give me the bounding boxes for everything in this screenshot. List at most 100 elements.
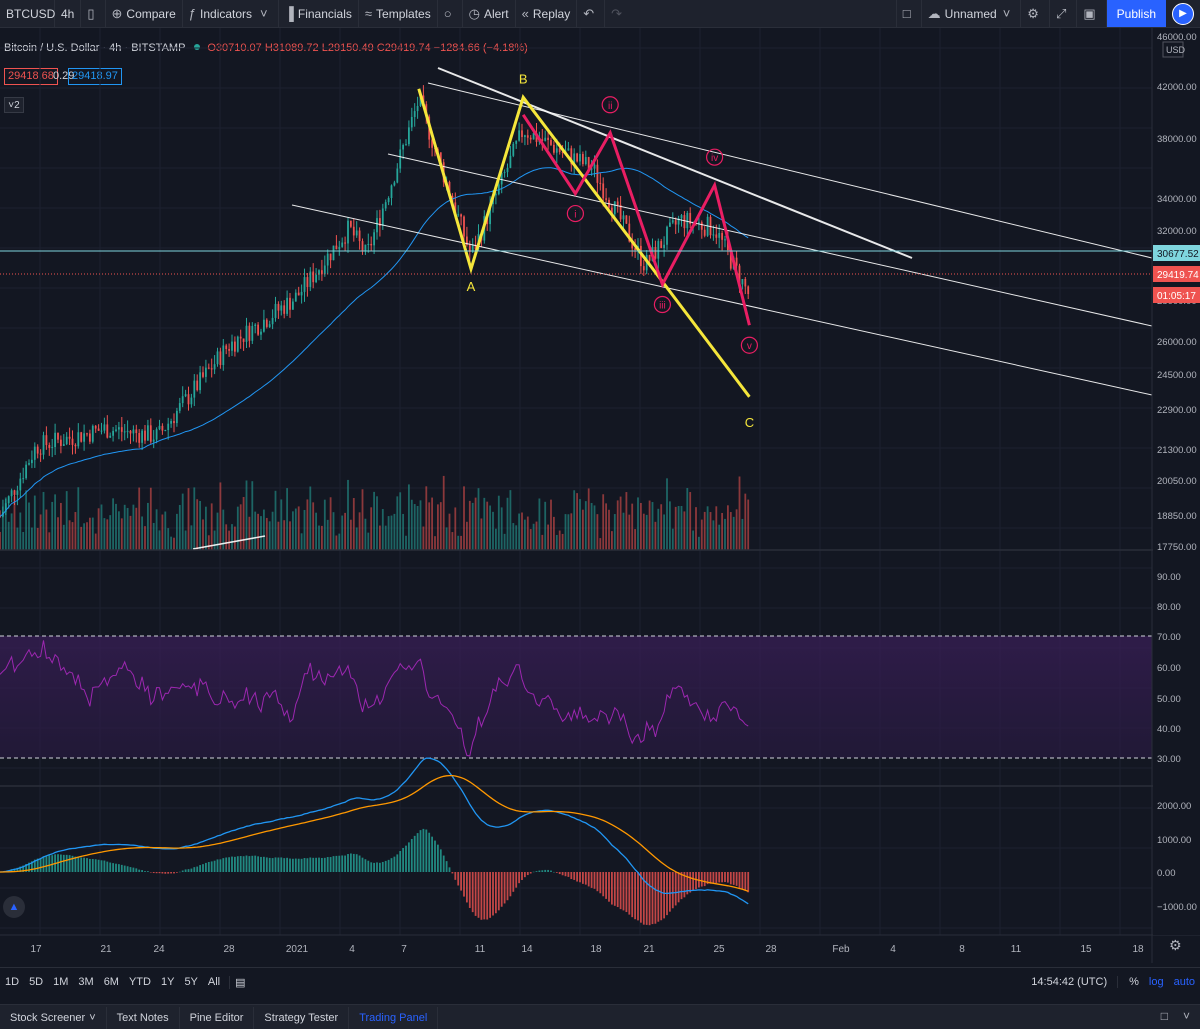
candle-body xyxy=(352,226,355,236)
percent-toggle[interactable]: % xyxy=(1129,976,1139,988)
candle-body xyxy=(289,297,291,310)
panel-tab-pine-editor[interactable]: Pine Editor xyxy=(180,1007,255,1029)
volume-bar xyxy=(39,514,42,550)
calendar-icon[interactable]: ▤ xyxy=(229,975,250,989)
collapse-legend-button[interactable]: ˅ 2 xyxy=(4,97,24,113)
price-tick-label: 42000.00 xyxy=(1157,82,1197,93)
rsi-tick-label: 90.00 xyxy=(1157,572,1181,583)
clock-display[interactable]: 14:54:42 (UTC) xyxy=(1026,976,1119,988)
macd-histogram-bar xyxy=(567,872,570,877)
macd-histogram-bar xyxy=(451,872,454,874)
trendlines xyxy=(192,67,1153,550)
bid-price-box[interactable]: 29418.68 xyxy=(4,68,58,85)
financials-button[interactable]: ▐ Financials xyxy=(279,0,359,27)
candle-body xyxy=(144,430,146,441)
maximize-icon[interactable]: □ xyxy=(1160,1009,1168,1023)
replay-button[interactable]: «Replay xyxy=(516,0,578,27)
volume-bar xyxy=(622,512,625,550)
candle-body xyxy=(97,428,100,431)
layout-toggle-button[interactable]: □ xyxy=(895,0,922,27)
range-button-1d[interactable]: 1D xyxy=(5,976,20,988)
range-button-5y[interactable]: 5Y xyxy=(184,976,198,988)
candle-body xyxy=(402,144,404,150)
panel-tab-label: Stock Screener xyxy=(10,1012,86,1024)
range-button-3m[interactable]: 3M xyxy=(78,976,94,988)
redo-button[interactable]: ↷ xyxy=(605,0,632,27)
alert-button[interactable]: ◷ Alert xyxy=(463,0,516,27)
rsi-line xyxy=(0,640,749,757)
volume-bar xyxy=(321,525,323,550)
macd-histogram-bar xyxy=(274,857,277,872)
volume-bar xyxy=(303,509,306,550)
candle-body xyxy=(387,198,390,203)
range-button-ytd[interactable]: YTD xyxy=(128,976,151,988)
volume-bar xyxy=(31,527,33,550)
macd-histogram-bar xyxy=(309,857,312,872)
compare-button[interactable]: ⊕ Compare xyxy=(106,0,183,27)
indicators-button[interactable]: ƒ Indicators ˅ xyxy=(183,0,279,27)
fullscreen-button[interactable]: ⤢ xyxy=(1050,0,1078,27)
range-button-5d[interactable]: 5D xyxy=(29,976,44,988)
macd-histogram-bar xyxy=(410,838,413,872)
range-button-6m[interactable]: 6M xyxy=(103,976,119,988)
panel-tab-stock-screener[interactable]: Stock Screener ˅ xyxy=(0,1007,107,1029)
range-button-all[interactable]: All xyxy=(207,976,221,988)
tradingview-logo[interactable]: ▲ xyxy=(3,896,25,918)
panel-tab-strategy-tester[interactable]: Strategy Tester xyxy=(254,1007,350,1029)
play-icon[interactable]: ▶ xyxy=(1172,2,1194,25)
candle-body xyxy=(60,439,62,446)
candle-body xyxy=(408,127,410,145)
symbol-search[interactable]: BTCUSD xyxy=(0,0,55,27)
range-button-1m[interactable]: 1M xyxy=(53,976,69,988)
log-toggle[interactable]: log xyxy=(1148,976,1164,988)
volume-bar xyxy=(210,503,213,550)
publish-button[interactable]: Publish xyxy=(1106,0,1166,27)
volume-bar xyxy=(225,524,228,550)
candle-body xyxy=(158,425,161,430)
candle-body xyxy=(118,427,120,430)
undo-button[interactable]: ↶ xyxy=(577,0,606,27)
candle-body xyxy=(355,230,358,236)
volume-bar xyxy=(147,502,149,550)
ask-price-box[interactable]: 29418.97 xyxy=(68,68,122,85)
candle-body xyxy=(738,265,741,285)
auto-toggle[interactable]: auto xyxy=(1173,976,1195,988)
templates-button[interactable]: ≈ Templates xyxy=(359,0,438,27)
macd-histogram-bar xyxy=(454,872,457,880)
panel-tab-trading-panel[interactable]: Trading Panel xyxy=(349,1007,439,1029)
settings-button[interactable]: ⚙ xyxy=(1021,0,1050,27)
volume-bar xyxy=(437,504,439,550)
price-axis[interactable] xyxy=(1153,28,1200,935)
volume-bar xyxy=(164,511,167,550)
macd-histogram-bar xyxy=(181,870,184,872)
volume-bar xyxy=(483,497,486,550)
volume-bar xyxy=(28,502,30,550)
volume-bar xyxy=(677,506,680,550)
macd-histogram-bar xyxy=(428,832,431,872)
candle-body xyxy=(448,181,451,196)
snapshot-button[interactable]: ▣ xyxy=(1077,0,1107,27)
volume-bar xyxy=(352,498,355,550)
volume-bar xyxy=(239,504,242,550)
candle-body xyxy=(318,270,320,275)
candle-body xyxy=(254,324,257,327)
candle-body xyxy=(193,380,196,398)
volume-bar xyxy=(593,505,596,550)
interval-button[interactable]: 4h xyxy=(55,0,82,27)
rsi-tick-label: 70.00 xyxy=(1157,632,1181,643)
gear-icon[interactable]: ⚙ xyxy=(1169,938,1182,954)
macd-histogram-bar xyxy=(724,872,726,883)
candle-body xyxy=(83,433,85,442)
range-button-1y[interactable]: 1Y xyxy=(160,976,175,988)
indicator-template-button[interactable]: ○ xyxy=(438,0,463,27)
panel-tab-text-notes[interactable]: Text Notes xyxy=(107,1007,180,1029)
chevron-down-icon[interactable]: ˅ xyxy=(1182,1009,1190,1023)
macd-histogram-bar xyxy=(381,861,384,872)
chart-type-button[interactable]: ▯ xyxy=(81,0,106,27)
layout-name-button[interactable]: ☁ Unnamed ˅ xyxy=(922,0,1022,27)
macd-histogram-bar xyxy=(173,872,175,874)
candle-body xyxy=(399,149,402,169)
candle-body xyxy=(225,345,228,349)
macd-histogram-bar xyxy=(671,872,674,909)
